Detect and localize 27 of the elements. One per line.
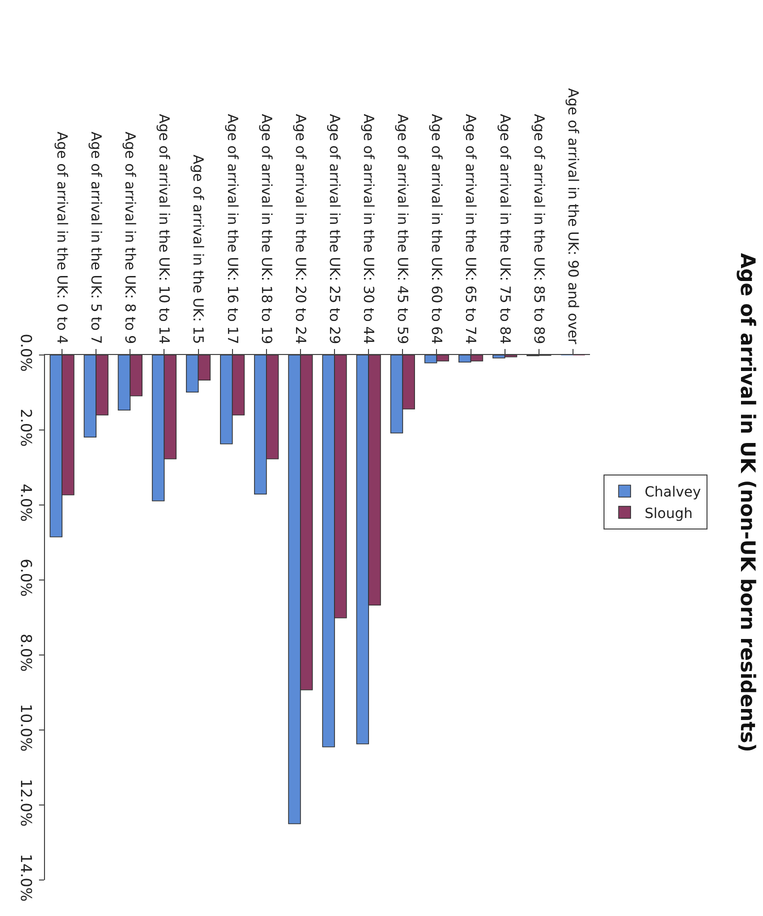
x-tick-label: Age of arrival in the UK: 10 to 14 (156, 114, 172, 344)
x-tick-label: Age of arrival in the UK: 90 and over (564, 88, 580, 344)
y-tick-label: 14.0% (17, 854, 35, 902)
x-tick-label: Age of arrival in the UK: 0 to 4 (53, 132, 70, 344)
x-tick-label: Age of arrival in the UK: 60 to 64 (428, 114, 444, 344)
legend-label: Slough (644, 506, 693, 522)
x-tick-label: Age of arrival in the UK: 75 to 84 (496, 114, 512, 344)
x-tick-label: Age of arrival in the UK: 45 to 59 (394, 114, 410, 344)
text: Age of arrival in UK (non-UK born residents) (736, 252, 760, 752)
y-tick-label: 6.0% (17, 558, 35, 597)
x-tick-label: Age of arrival in the UK: 16 to 17 (224, 114, 240, 344)
x-tick-label: Age of arrival in the UK: 20 to 24 (292, 114, 308, 344)
x-tick-label: Age of arrival in the UK: 18 to 19 (258, 114, 274, 344)
x-tick-label: Age of arrival in the UK: 8 to 9 (122, 132, 138, 344)
y-tick-label: 0.0% (17, 334, 35, 372)
x-tick-label: Age of arrival in the UK: 5 to 7 (88, 132, 104, 344)
x-tick-label: Age of arrival in the UK: 85 to 89 (530, 114, 546, 344)
y-tick-label: 2.0% (17, 408, 35, 447)
legend-label: Chalvey (644, 484, 701, 501)
x-tick-label: Age of arrival in the UK: 25 to 29 (326, 114, 342, 344)
y-tick-label: 8.0% (17, 634, 35, 672)
y-tick-label: 4.0% (17, 484, 35, 522)
x-tick-label: Age of arrival in the UK: 15 (190, 154, 206, 344)
y-tick-label: 10.0% (17, 704, 35, 752)
y-tick-label: 12.0% (17, 778, 35, 827)
x-tick-label: Age of arrival in the UK: 30 to 44 (360, 114, 376, 344)
x-tick-label: Age of arrival in the UK: 65 to 74 (462, 114, 478, 344)
